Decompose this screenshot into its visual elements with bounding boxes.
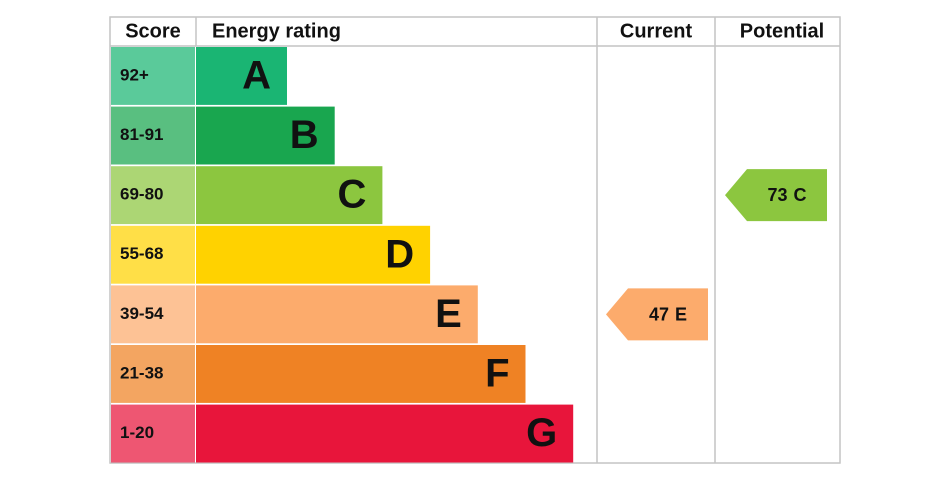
potential-rating: C [794, 185, 807, 205]
grid [109, 16, 841, 464]
score-cell [111, 345, 195, 403]
score-label: 21-38 [120, 363, 163, 382]
score-label: 81-91 [120, 125, 163, 144]
rating-bar [196, 404, 574, 463]
current-value: 47 [649, 304, 669, 324]
current-arrow [606, 288, 708, 341]
rating-letter: D [385, 232, 414, 276]
score-label: 69-80 [120, 185, 163, 204]
header-rating: Energy rating [212, 20, 341, 42]
score-label: 39-54 [120, 304, 164, 323]
rating-letter: G [526, 411, 557, 455]
rating-bar [196, 106, 335, 165]
score-cell [111, 285, 195, 344]
rating-letter: B [290, 113, 319, 157]
rating-bar [196, 47, 287, 105]
score-cell [111, 106, 195, 165]
score-label: 1-20 [120, 423, 154, 442]
rating-bar [196, 225, 431, 284]
current-rating: E [675, 304, 687, 324]
score-cell [111, 47, 195, 105]
rating-letter: F [485, 352, 509, 396]
score-cell [111, 166, 195, 225]
potential-arrow [725, 169, 827, 222]
rating-letter: C [338, 173, 367, 217]
potential-value: 73 [767, 185, 787, 205]
score-cell [111, 404, 195, 463]
header-current: Current [620, 20, 693, 42]
score-label: 55-68 [120, 244, 163, 263]
rating-letter: A [242, 54, 271, 98]
score-cell [111, 225, 195, 284]
rating-bar [196, 166, 383, 225]
rating-letter: E [435, 292, 462, 336]
frame [109, 16, 841, 464]
rating-bar [196, 285, 478, 344]
header-potential: Potential [740, 20, 824, 42]
score-label: 92+ [120, 65, 149, 84]
current-label: 47 E [649, 304, 687, 324]
rating-bar [196, 345, 526, 403]
potential-label: 73 C [767, 185, 806, 205]
header-score: Score [125, 20, 181, 42]
